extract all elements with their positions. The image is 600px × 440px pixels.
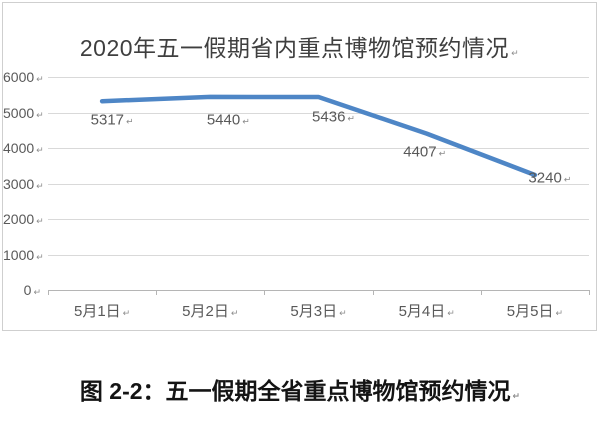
y-axis-tick-label: 4000 ↵ <box>3 140 44 156</box>
paragraph-mark-icon: ↵ <box>563 174 572 185</box>
data-label-value: 5436 <box>312 108 346 126</box>
paragraph-mark-icon: ↵ <box>122 308 131 318</box>
paragraph-mark-icon: ↵ <box>33 287 41 297</box>
data-label-value: 5317 <box>90 111 125 129</box>
series-polyline <box>99 94 538 178</box>
x-axis-tick-value: 5月5日 <box>506 303 554 320</box>
y-axis-tick-value: 6000 <box>3 69 35 85</box>
x-axis-tick-label: 5月2日 ↵ <box>182 300 238 321</box>
paragraph-mark-icon: ↵ <box>36 145 44 155</box>
axis-tick <box>156 290 158 295</box>
gridline <box>48 254 589 256</box>
data-label-value: 3240 <box>528 169 562 187</box>
paragraph-mark-icon: ↵ <box>447 308 455 318</box>
paragraph-mark-icon: ↵ <box>555 308 564 318</box>
y-axis-tick-label: 2000 ↵ <box>3 211 44 227</box>
chart-title-text: 2020年五一假期省内重点博物馆预约情况 <box>79 35 510 61</box>
x-axis-tick-value: 5月2日 <box>182 303 229 320</box>
y-axis-tick-label: 3000 ↵ <box>3 175 44 192</box>
x-axis-line <box>48 290 589 291</box>
chart-frame: 2020年五一假期省内重点博物馆预约情况 ↵ 0 ↵ 1000 ↵ 2000 ↵ 3000 ↵ 4… <box>2 2 597 331</box>
axis-tick <box>372 290 374 295</box>
data-label-value: 4407 <box>403 143 437 161</box>
paragraph-mark-icon: ↵ <box>347 113 355 124</box>
y-axis-tick-value: 2000 <box>3 211 35 227</box>
x-axis-tick-label: 5月1日 ↵ <box>74 300 130 321</box>
paragraph-mark-icon: ↵ <box>36 74 44 84</box>
y-axis-tick-value: 3000 <box>3 175 35 192</box>
paragraph-mark-icon: ↵ <box>339 308 347 318</box>
chart-title: 2020年五一假期省内重点博物馆预约情况 ↵ <box>3 29 596 63</box>
paragraph-mark-icon: ↵ <box>36 180 44 191</box>
gridline <box>48 219 589 220</box>
figure-caption-text: 图 2-2：五一假期全省重点博物馆预约情况 <box>79 378 511 404</box>
y-axis-tick-label: 0 ↵ <box>3 282 41 298</box>
paragraph-mark-icon: ↵ <box>36 109 44 120</box>
axis-tick <box>264 290 266 295</box>
data-label: 4407 ↵ <box>403 143 446 160</box>
gridline <box>48 77 589 78</box>
data-label: 5440 ↵ <box>207 111 250 128</box>
y-axis-tick-label: 5000 ↵ <box>3 104 44 121</box>
paragraph-mark-icon: ↵ <box>36 251 44 262</box>
x-axis-tick-label: 5月3日 ↵ <box>290 300 346 321</box>
paragraph-mark-icon: ↵ <box>512 391 521 401</box>
x-axis-tick-value: 5月4日 <box>398 303 446 320</box>
y-axis-tick-value: 0 <box>23 282 32 298</box>
gridline <box>48 112 589 114</box>
data-label: 3240 ↵ <box>528 169 571 186</box>
x-axis-tick-value: 5月3日 <box>290 303 338 320</box>
y-axis-tick-value: 1000 <box>3 246 35 263</box>
data-label-value: 5440 <box>206 111 241 129</box>
paragraph-mark-icon: ↵ <box>438 148 447 159</box>
data-label: 5436 ↵ <box>312 109 355 126</box>
paragraph-mark-icon: ↵ <box>511 48 520 58</box>
paragraph-mark-icon: ↵ <box>126 116 134 127</box>
figure-caption: 图 2-2：五一假期全省重点博物馆预约情况 ↵ <box>0 372 600 406</box>
x-axis-tick-value: 5月1日 <box>73 303 121 320</box>
axis-tick <box>589 290 590 295</box>
y-axis-tick-label: 1000 ↵ <box>3 246 44 263</box>
paragraph-mark-icon: ↵ <box>230 308 239 318</box>
x-axis-tick-label: 5月5日 ↵ <box>507 300 563 321</box>
y-axis-tick-value: 5000 <box>3 104 35 121</box>
axis-tick <box>480 290 482 295</box>
paragraph-mark-icon: ↵ <box>36 216 44 226</box>
series-line <box>99 94 538 178</box>
data-label: 5317 ↵ <box>91 112 134 129</box>
gridline <box>48 148 589 149</box>
y-axis-tick-value: 4000 <box>3 140 35 156</box>
paragraph-mark-icon: ↵ <box>242 116 250 127</box>
axis-tick <box>48 290 49 295</box>
y-axis-tick-label: 6000 ↵ <box>3 69 44 85</box>
gridline <box>48 183 589 185</box>
x-axis-tick-label: 5月4日 ↵ <box>399 300 455 321</box>
